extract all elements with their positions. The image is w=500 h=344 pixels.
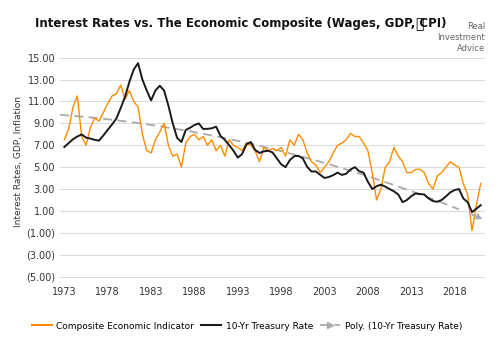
Legend: Composite Economic Indicator, 10-Yr Treasury Rate, Poly. (10-Yr Treasury Rate): Composite Economic Indicator, 10-Yr Trea… bbox=[28, 318, 466, 334]
Text: 🦅: 🦅 bbox=[415, 17, 424, 31]
Y-axis label: Interest Rates, GDP, Inflation: Interest Rates, GDP, Inflation bbox=[14, 96, 23, 227]
Text: Interest Rates vs. The Economic Composite (Wages, GDP, CPI): Interest Rates vs. The Economic Composit… bbox=[35, 17, 446, 30]
Text: Real
Investment
Advice: Real Investment Advice bbox=[437, 22, 485, 53]
